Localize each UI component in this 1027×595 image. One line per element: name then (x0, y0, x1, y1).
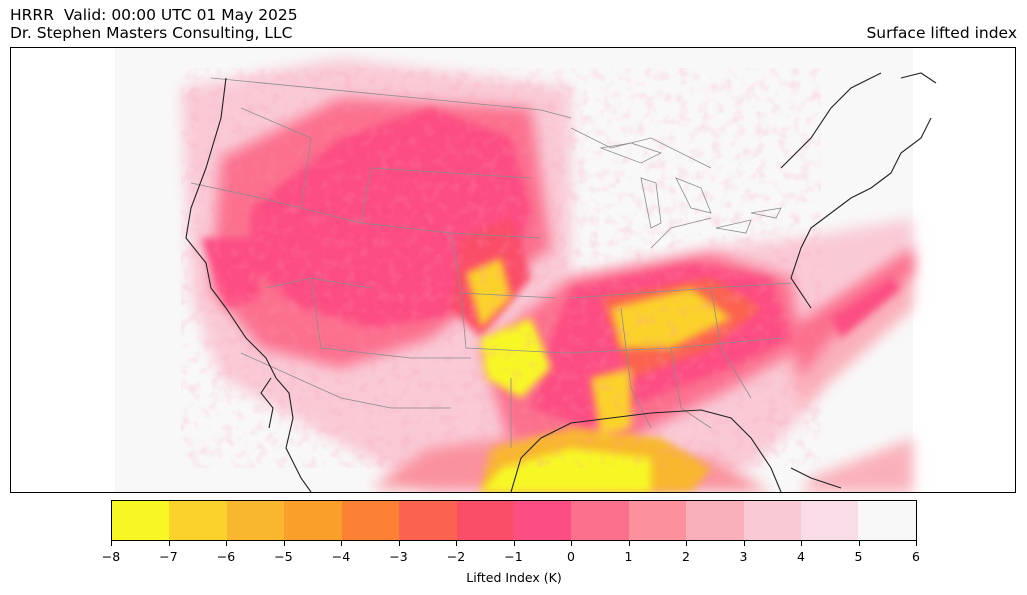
colorbar-tick (628, 541, 630, 546)
colorbar-segment (169, 501, 227, 540)
colorbar-tick (111, 541, 112, 546)
title-valid-time: HRRR Valid: 00:00 UTC 01 May 2025 (10, 6, 298, 24)
colorbar-segment (571, 501, 629, 540)
coastlines (185, 72, 937, 492)
colorbar-ticks: −8 −7 −6 −5 −4 −3 −2 −1 0 1 2 3 4 5 6 (102, 541, 920, 564)
colorbar-segment (858, 501, 916, 540)
colorbar-tick-label: −4 (331, 549, 351, 564)
colorbar-tick-label: 5 (854, 549, 863, 564)
colorbar-tick-label: −1 (504, 549, 523, 564)
colorbar-tick (226, 541, 227, 546)
colorbar (111, 500, 917, 541)
map-panel (10, 47, 1016, 493)
colorbar-tick-label: −3 (389, 549, 408, 564)
colorbar-tick (686, 541, 687, 546)
colorbar-tick (513, 541, 515, 546)
colorbar-tick (168, 541, 170, 546)
colorbar-segment (284, 501, 342, 540)
colorbar-segment (226, 501, 285, 540)
colorbar-label: Lifted Index (K) (466, 570, 562, 585)
colorbar-tick-label: 2 (682, 549, 690, 564)
colorbar-segment (686, 501, 744, 540)
colorbar-tick-label: −5 (274, 549, 293, 564)
chart-title: HRRR Valid: 00:00 UTC 01 May 2025 Dr. St… (10, 6, 298, 42)
colorbar-segment (513, 501, 572, 540)
colorbar-tick-label: −7 (159, 549, 178, 564)
colorbar-tick-label: 4 (797, 549, 805, 564)
colorbar-tick-label: 3 (739, 549, 748, 564)
title-attribution: Dr. Stephen Masters Consulting, LLC (10, 24, 293, 42)
colorbar-segment (399, 501, 457, 540)
colorbar-tick (858, 541, 860, 546)
colorbar-tick-label: −2 (446, 549, 466, 564)
colorbar-tick (801, 541, 802, 546)
colorbar-tick-label: 6 (912, 549, 920, 564)
colorbar-tick (916, 541, 917, 546)
colorbar-tick-label: 1 (624, 549, 633, 564)
colorbar-segment (112, 501, 170, 540)
colorbar-segment (628, 501, 687, 540)
colorbar-tick (283, 541, 285, 546)
colorbar-tick (341, 541, 342, 546)
colorbar-tick (571, 541, 572, 546)
colorbar-segment (341, 501, 400, 540)
colorbar-tick (398, 541, 400, 546)
great-lakes (599, 142, 782, 234)
colorbar-segment (801, 501, 859, 540)
colorbar-tick (743, 541, 745, 546)
field-name: Surface lifted index (866, 24, 1017, 42)
colorbar-segment (456, 501, 514, 540)
field-texture (181, 68, 821, 468)
lifted-index-map (115, 48, 937, 492)
colorbar-tick-label: 0 (567, 549, 575, 564)
colorbar-tick (456, 541, 457, 546)
state-borders (190, 77, 792, 448)
colorbar-tick-label: −8 (101, 549, 121, 564)
colorbar-segment (743, 501, 802, 540)
colorbar-tick-label: −6 (216, 549, 236, 564)
